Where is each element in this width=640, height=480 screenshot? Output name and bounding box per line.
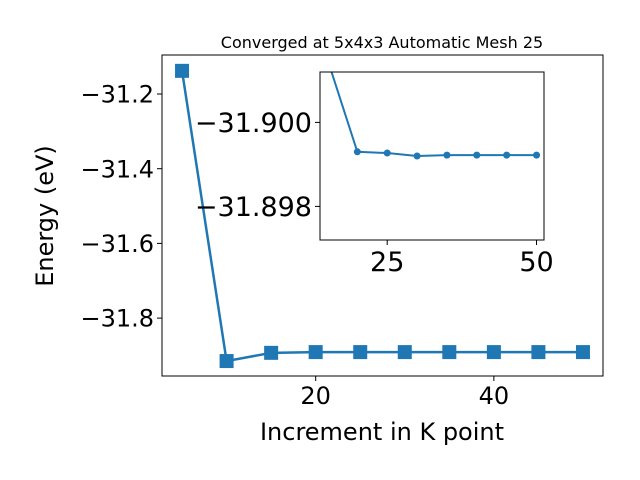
y-tick-label: −31.898 — [195, 192, 312, 223]
x-tick-label: 20 — [300, 382, 331, 410]
data-point — [353, 345, 368, 360]
plot-group — [175, 63, 590, 369]
data-point — [503, 151, 511, 159]
plot-group — [330, 72, 541, 160]
data-line — [330, 72, 537, 158]
y-tick-label: −31.6 — [80, 230, 154, 258]
x-axis-label: Increment in K point — [260, 418, 504, 446]
chart-title: Converged at 5x4x3 Automatic Mesh 25 — [221, 33, 543, 52]
x-tick-label: 40 — [479, 382, 510, 410]
data-point — [473, 151, 481, 159]
data-point — [486, 345, 501, 360]
data-point — [308, 345, 323, 360]
y-tick-label: −31.8 — [80, 305, 154, 333]
y-axis-label: Energy (eV) — [31, 145, 59, 287]
data-point — [383, 149, 391, 157]
y-tick-label: −31.2 — [80, 81, 154, 109]
y-tick-label: −31.900 — [195, 108, 312, 139]
data-point — [531, 345, 546, 360]
data-point — [219, 354, 234, 369]
data-point — [264, 345, 279, 360]
data-point — [175, 63, 190, 78]
data-point — [575, 345, 590, 360]
y-tick-label: −31.4 — [80, 155, 154, 183]
x-tick-label: 50 — [519, 247, 553, 278]
data-point — [413, 152, 421, 160]
data-point — [397, 345, 412, 360]
data-point — [442, 345, 457, 360]
x-tick-label: 25 — [370, 247, 404, 278]
data-line — [180, 70, 583, 363]
data-point — [443, 151, 451, 159]
data-point — [533, 151, 541, 159]
axes-frame — [319, 71, 545, 241]
axes-frame — [161, 54, 604, 377]
data-point — [353, 148, 361, 156]
